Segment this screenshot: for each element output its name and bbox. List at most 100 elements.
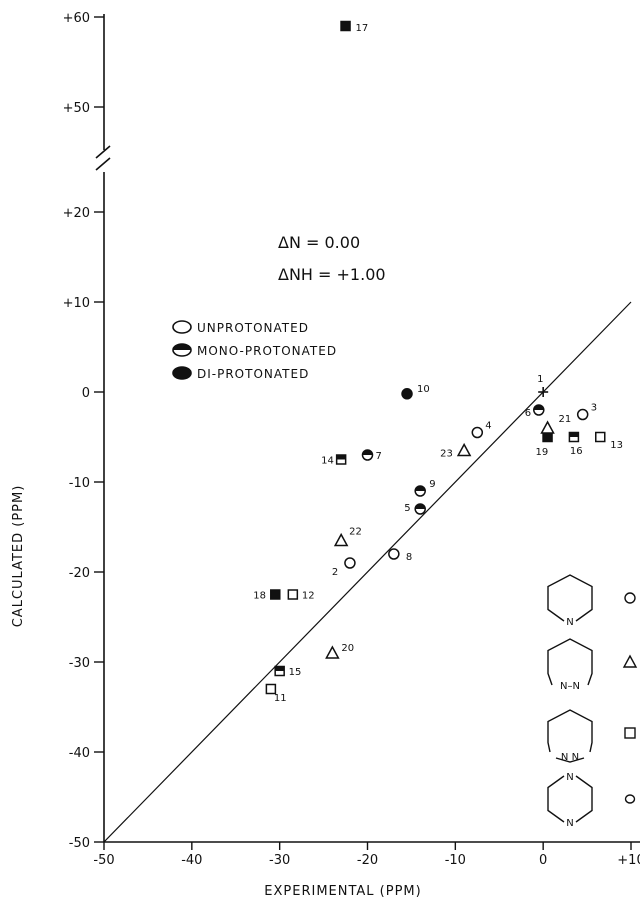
legend-marker-fill <box>173 344 191 350</box>
y-tick-label: +60 <box>63 11 90 26</box>
point-label: 7 <box>376 451 382 462</box>
ring-structure <box>547 574 593 622</box>
legend-marker <box>172 366 192 380</box>
point-marker-fill <box>415 504 426 509</box>
delta-nh-label: ΔNH = +1.00 <box>278 265 386 284</box>
legend-label: UNPROTONATED <box>197 321 309 335</box>
ring-structure <box>547 775 565 823</box>
point-marker <box>340 20 351 32</box>
ring-key-marker <box>624 727 636 739</box>
x-axis-title: EXPERIMENTAL (PPM) <box>264 884 421 899</box>
ring-n-label: N–N <box>560 681 580 692</box>
data-point-8: 8 <box>388 548 412 563</box>
data-point-1: 1 <box>537 374 549 397</box>
point-label: 22 <box>349 527 362 538</box>
data-point-16: 16 <box>568 431 583 457</box>
point-marker <box>388 548 400 560</box>
ring-n-label: N N <box>561 752 579 763</box>
y-tick-label: 0 <box>82 386 90 401</box>
data-point-14: 14 <box>321 454 347 467</box>
point-label: 5 <box>404 503 410 514</box>
y-tick-label: -50 <box>69 836 90 851</box>
point-marker <box>270 589 281 600</box>
identity-line <box>104 301 632 843</box>
ring-structure <box>547 638 593 686</box>
point-marker-fill <box>533 405 544 410</box>
data-point-9: 9 <box>414 479 436 497</box>
data-point-3: 3 <box>576 403 597 421</box>
point-label: 1 <box>537 374 543 385</box>
ring-key-piperidine: N <box>547 574 636 628</box>
point-marker <box>595 431 606 443</box>
point-marker-fill <box>275 666 285 671</box>
legend: UNPROTONATED MONO-PROTONATED DI-PROTONATED <box>172 320 337 381</box>
data-point-22: 22 <box>333 527 362 547</box>
point-marker-fill <box>415 486 426 491</box>
point-label: 6 <box>525 408 531 419</box>
data-point-19: 19 <box>536 431 553 458</box>
y-tick-label: +50 <box>63 101 90 116</box>
x-tick-label: -20 <box>357 853 378 868</box>
data-point-15: 15 <box>274 665 302 678</box>
point-label: 19 <box>536 447 549 458</box>
legend-item: DI-PROTONATED <box>172 366 309 381</box>
y-axis-title: CALCULATED (PPM) <box>11 485 26 628</box>
data-point-13: 13 <box>595 431 623 451</box>
data-point-18: 18 <box>253 589 281 602</box>
legend-label: MONO-PROTONATED <box>197 344 337 358</box>
ring-n-label: N <box>566 772 573 783</box>
x-tick-label: -40 <box>181 853 202 868</box>
point-label: 23 <box>440 449 453 460</box>
point-label: 9 <box>429 479 435 490</box>
ring-key-pyridazine: N–N <box>547 638 638 692</box>
point-label: 12 <box>302 591 315 602</box>
y-tick-label: -20 <box>69 566 90 581</box>
ring-key-marker <box>622 654 638 668</box>
legend-marker <box>172 320 192 334</box>
point-marker-fill <box>569 432 579 437</box>
point-label: 16 <box>570 446 583 457</box>
x-tick-label: -10 <box>445 853 466 868</box>
point-marker-fill <box>336 455 346 460</box>
y-tick-label: +10 <box>63 296 90 311</box>
point-marker <box>287 589 299 600</box>
legend-item: UNPROTONATED <box>172 320 309 335</box>
x-tick-label: 0 <box>539 853 547 868</box>
ring-n-label: N <box>566 617 573 628</box>
point-label: 21 <box>559 414 572 425</box>
data-point-7: 7 <box>361 449 382 462</box>
ring-key-marker <box>624 794 636 804</box>
delta-n-label: ΔN = 0.00 <box>278 233 360 252</box>
point-label: 15 <box>289 667 302 678</box>
data-point-5: 5 <box>404 503 426 515</box>
y-tick-label: -10 <box>69 476 90 491</box>
point-label: 14 <box>321 456 334 467</box>
y-tick-label: -30 <box>69 656 90 671</box>
axes: -50 -40 -30 -20 -10 0 +10 +20 +50 +60 -50 -40 -30 -20… <box>11 11 640 899</box>
data-point-2: 2 <box>332 557 356 578</box>
point-label: 17 <box>356 23 369 34</box>
point-label: 13 <box>610 440 623 451</box>
data-point-17: 17 <box>340 20 369 34</box>
annotation: ΔN = 0.00 ΔNH = +1.00 <box>278 233 386 284</box>
ring-structure <box>575 775 593 823</box>
point-marker-fill <box>362 450 373 455</box>
point-marker <box>344 557 356 569</box>
axis-break-mark <box>95 145 111 159</box>
point-label: 4 <box>485 421 491 432</box>
y-tick-label: -40 <box>69 746 90 761</box>
x-tick-label: -50 <box>93 853 114 868</box>
legend-item: MONO-PROTONATED <box>172 343 337 358</box>
point-label: 18 <box>253 591 266 602</box>
data-point-20: 20 <box>325 643 354 659</box>
ring-n-label: N <box>566 818 573 829</box>
data-point-4: 4 <box>471 421 492 439</box>
ring-key-marker <box>624 592 636 604</box>
point-label: 2 <box>332 567 338 578</box>
legend-label: DI-PROTONATED <box>197 367 309 381</box>
reference-line <box>104 301 632 843</box>
ring-structure <box>555 757 585 763</box>
point-label: 10 <box>417 384 430 395</box>
